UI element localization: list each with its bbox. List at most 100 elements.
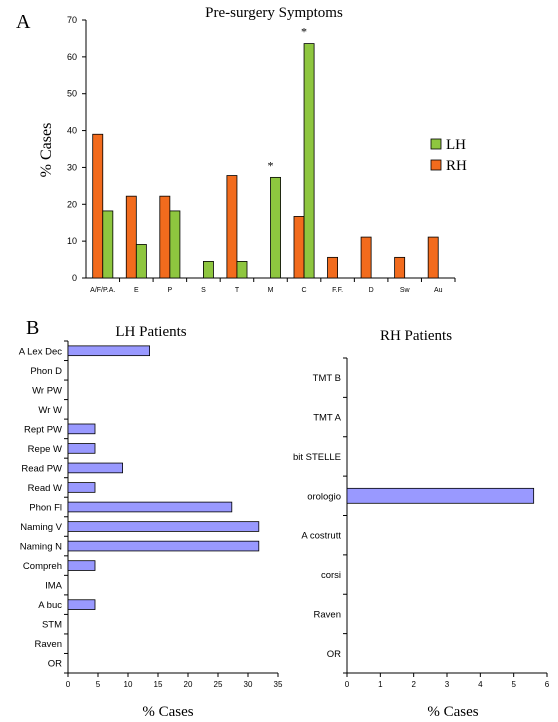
bar-rh (226, 175, 238, 279)
lh-bar (67, 540, 260, 552)
lh-x-tick-label: 25 (214, 680, 223, 689)
panel-b-rh-chart: RH Patients 0 1 2 3 4 5 6 TMT B TMT A bit STELLE o… (293, 328, 550, 720)
panel-a-chart: A Pre-surgery Symptoms % Cases 0 10 20 30 40… (16, 5, 467, 294)
bar-lh (102, 210, 114, 279)
lh-category-label: Wr W (38, 405, 62, 416)
lh-bar (67, 345, 150, 357)
rh-category-label: OR (327, 649, 341, 660)
rh-x-tick-label: 4 (478, 680, 483, 689)
lh-bar (67, 443, 96, 454)
lh-category-label: A Lex Dec (19, 346, 63, 357)
bar-lh (236, 261, 248, 279)
y-tick-label: 60 (67, 52, 77, 62)
lh-category-label: Naming V (20, 522, 62, 533)
rh-patients-title: RH Patients (380, 328, 452, 344)
bar-lh (169, 210, 181, 279)
rh-x-tick-label: 2 (411, 680, 416, 689)
y-tick-label: 0 (72, 273, 77, 283)
bar-rh (92, 133, 104, 279)
x-tick-label: F.F. (332, 287, 343, 294)
x-tick-label: C (302, 287, 307, 294)
lh-bar (67, 560, 96, 571)
lh-plot-area: 0 5 10 15 20 25 30 35 A Lex Dec Phon D Wr PW Wr W Re… (19, 340, 283, 689)
panel-a-legend: LH RH (430, 137, 467, 174)
x-tick-label: M (268, 287, 274, 294)
lh-category-label: Compreh (23, 561, 62, 572)
panel-b-lh-chart: LH Patients 0 5 10 15 20 25 30 35 A Lex Dec Phon … (19, 324, 283, 720)
lh-category-label: Wr PW (32, 385, 62, 396)
rh-category-label: A costrutt (301, 531, 341, 542)
lh-x-tick-label: 30 (244, 680, 253, 689)
lh-bar (67, 599, 96, 610)
rh-category-label: orologio (307, 491, 341, 502)
bar-rh (427, 236, 439, 279)
panel-a-y-label: % Cases (38, 123, 55, 178)
lh-bar (67, 423, 96, 435)
x-tick-label: Sw (400, 287, 411, 294)
lh-category-label: Rept PW (24, 424, 62, 435)
lh-x-tick-label: 10 (124, 680, 133, 689)
bar-rh (293, 216, 305, 279)
lh-category-label: Raven (35, 639, 62, 650)
rh-x-tick-label: 5 (511, 680, 516, 689)
x-tick-label: D (369, 287, 374, 294)
lh-x-tick-label: 5 (96, 680, 101, 689)
bar-rh (327, 256, 338, 279)
rh-bar (346, 487, 535, 504)
x-tick-label: Au (434, 287, 443, 294)
rh-x-tick-label: 1 (378, 680, 383, 689)
rh-category-label: bit STELLE (293, 452, 341, 463)
bar-lh (203, 261, 214, 279)
bar-lh (303, 43, 315, 279)
panel-a-letter: A (16, 11, 31, 33)
y-tick-label: 10 (67, 236, 77, 246)
panel-a-title: Pre-surgery Symptoms (205, 5, 343, 21)
lh-category-label: Read PW (21, 463, 62, 474)
legend-swatch-rh (430, 159, 442, 171)
bar-rh (159, 195, 171, 279)
rh-x-tick-label: 0 (345, 680, 350, 689)
bar-rh (360, 236, 372, 279)
rh-plot-area: 0 1 2 3 4 5 6 TMT B TMT A bit STELLE orologio A cos… (293, 357, 550, 689)
lh-category-label: STM (42, 620, 62, 631)
lh-bar (67, 482, 96, 493)
legend-label-rh: RH (446, 158, 467, 174)
x-tick-label: P (168, 287, 173, 294)
x-tick-label: A/F/P.A. (90, 287, 115, 294)
lh-x-tick-label: 20 (184, 680, 193, 689)
rh-x-tick-label: 3 (445, 680, 450, 689)
lh-x-tick-label: 0 (66, 680, 71, 689)
rh-x-label: % Cases (427, 704, 478, 720)
y-tick-label: 50 (67, 89, 77, 99)
lh-category-label: Phon Fl (29, 503, 62, 514)
lh-category-label: A buc (38, 600, 62, 611)
lh-bar (67, 501, 233, 513)
panel-a-plot-area: 0 10 20 30 40 50 60 70 A/F/P.A. E P S T M C F.F. D Sw Au * * (67, 15, 456, 294)
bar-rh (125, 195, 137, 279)
lh-bar (67, 521, 260, 532)
y-tick-label: 30 (67, 162, 77, 172)
rh-category-label: Raven (314, 609, 341, 620)
y-tick-label: 20 (67, 199, 77, 209)
rh-category-label: TMT B (313, 373, 341, 384)
y-tick-label: 40 (67, 126, 77, 136)
y-tick-label: 70 (67, 15, 77, 25)
lh-patients-title: LH Patients (115, 324, 186, 340)
rh-category-label: TMT A (313, 413, 341, 424)
rh-category-label: corsi (321, 570, 341, 581)
lh-category-label: Repe W (28, 444, 62, 455)
lh-category-label: Phon D (30, 366, 62, 377)
significance-marker: * (268, 158, 274, 172)
lh-category-label: Naming N (20, 542, 62, 553)
lh-category-label: OR (48, 659, 62, 670)
legend-label-lh: LH (446, 137, 466, 153)
legend-swatch-lh (430, 138, 442, 150)
x-tick-label: S (201, 287, 206, 294)
bar-rh (394, 256, 406, 279)
rh-x-tick-label: 6 (545, 680, 550, 689)
lh-category-label: Read W (28, 483, 62, 494)
bar-lh (270, 176, 281, 279)
significance-marker: * (301, 25, 307, 39)
lh-x-tick-label: 15 (154, 680, 163, 689)
